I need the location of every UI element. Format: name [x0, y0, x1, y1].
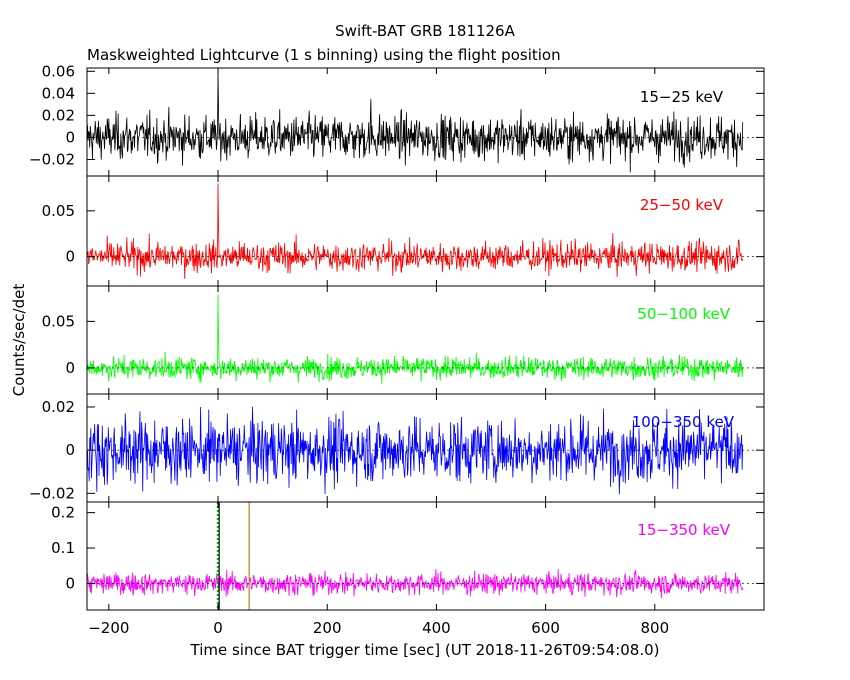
x-tick-label-1: 0	[213, 619, 223, 637]
series-line-2	[87, 183, 744, 279]
x-tick-label-4: 600	[531, 619, 560, 637]
y-axis-label: Counts/sec/det	[10, 284, 28, 397]
y-tick-label-5-1: 0.1	[51, 539, 75, 557]
x-tick-label-0: −200	[88, 619, 129, 637]
y-tick-label-1-1: 0	[65, 128, 75, 146]
panel-label-3: 50−100 keV	[637, 305, 730, 323]
y-tick-label-5-0: 0	[65, 574, 75, 592]
panel-label-5: 15−350 keV	[637, 521, 730, 539]
panel-label-4: 100−350 keV	[632, 413, 735, 431]
y-tick-label-1-0: −0.02	[29, 150, 75, 168]
y-tick-label-1-4: 0.06	[42, 62, 75, 80]
x-tick-label-3: 400	[422, 619, 451, 637]
panel-frame-5	[86, 501, 765, 611]
series-line-4	[87, 406, 744, 495]
y-tick-label-4-1: 0	[65, 441, 75, 459]
panel-3: 0 0.05 50−100 keV	[42, 285, 765, 395]
panel-4: −0.02 0 0.02 100−350 keV	[29, 393, 765, 503]
x-tick-label-5: 800	[640, 619, 669, 637]
x-tick-label-2: 200	[313, 619, 342, 637]
y-tick-label-1-2: 0.02	[42, 106, 75, 124]
x-axis-label: Time since BAT trigger time [sec] (UT 20…	[190, 641, 660, 659]
y-tick-label-2-1: 0.05	[42, 202, 75, 220]
panel-label-2: 25−50 keV	[640, 196, 724, 214]
series-line-1	[87, 71, 744, 173]
panel-label-1: 15−25 keV	[640, 88, 724, 106]
chart-title: Swift-BAT GRB 181126A	[335, 22, 515, 40]
y-tick-label-3-1: 0.05	[42, 312, 75, 330]
series-line-3	[87, 294, 744, 384]
y-tick-label-3-0: 0	[65, 359, 75, 377]
y-tick-label-2-0: 0	[65, 248, 75, 266]
y-tick-label-4-0: −0.02	[29, 484, 75, 502]
panel-frame-3	[86, 285, 765, 395]
panel-1: −0.02 0 0.02 0.04 0.06 15−25 keV	[29, 62, 765, 177]
panel-frame-2	[86, 175, 765, 287]
panel-5: 0 0.1 0.2 15−350 keV	[51, 501, 765, 611]
panels: −0.02 0 0.02 0.04 0.06 15−25 keV 0 0.05 25−50 ke…	[29, 62, 765, 611]
panel-2: 0 0.05 25−50 keV	[42, 175, 765, 287]
series-line-5	[87, 568, 744, 599]
chart-subtitle: Maskweighted Lightcurve (1 s binning) us…	[87, 46, 561, 64]
y-tick-label-5-2: 0.2	[51, 504, 75, 522]
y-tick-label-4-2: 0.02	[42, 398, 75, 416]
y-tick-label-1-3: 0.04	[42, 84, 75, 102]
x-axis: −200 0 200 400 600 800	[88, 619, 669, 637]
